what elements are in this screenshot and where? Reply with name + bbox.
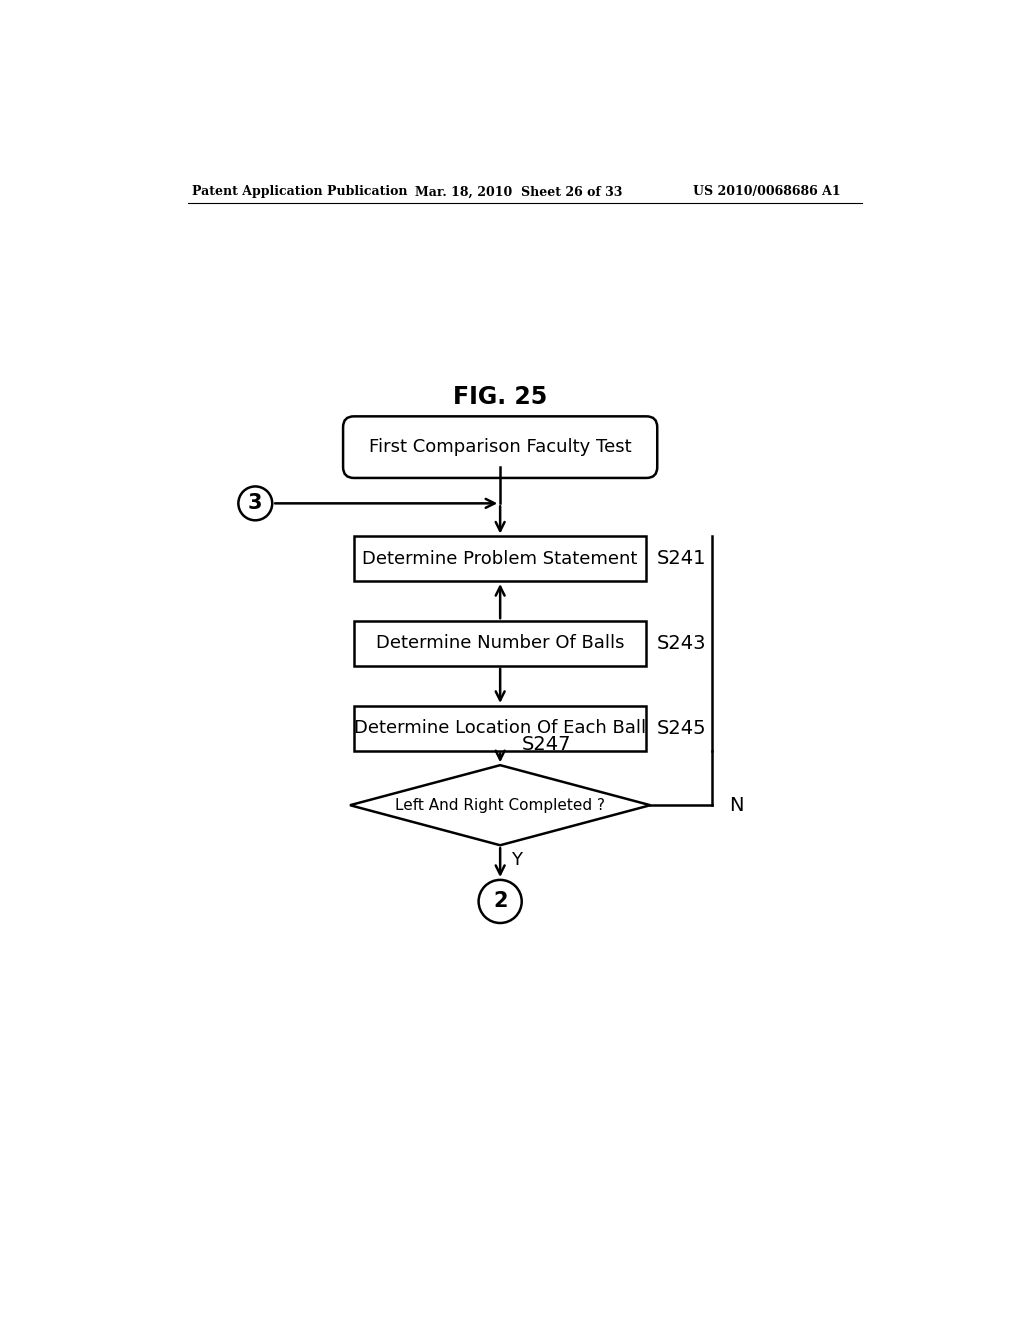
Text: Patent Application Publication: Patent Application Publication xyxy=(193,185,408,198)
FancyBboxPatch shape xyxy=(354,536,646,581)
Text: Left And Right Completed ?: Left And Right Completed ? xyxy=(395,797,605,813)
Text: US 2010/0068686 A1: US 2010/0068686 A1 xyxy=(692,185,841,198)
Text: Determine Location Of Each Ball: Determine Location Of Each Ball xyxy=(354,719,646,737)
Text: 3: 3 xyxy=(248,494,262,513)
FancyBboxPatch shape xyxy=(354,706,646,751)
Text: N: N xyxy=(729,796,743,814)
Text: S243: S243 xyxy=(657,634,707,653)
Text: S241: S241 xyxy=(657,549,707,569)
Text: Y: Y xyxy=(511,851,522,870)
FancyBboxPatch shape xyxy=(354,622,646,665)
FancyBboxPatch shape xyxy=(343,416,657,478)
Text: FIG. 25: FIG. 25 xyxy=(453,385,547,409)
Text: 2: 2 xyxy=(493,891,508,911)
Text: S245: S245 xyxy=(657,718,707,738)
Text: Determine Number Of Balls: Determine Number Of Balls xyxy=(376,635,625,652)
Text: S247: S247 xyxy=(521,735,571,755)
Text: First Comparison Faculty Test: First Comparison Faculty Test xyxy=(369,438,632,457)
Text: Determine Problem Statement: Determine Problem Statement xyxy=(362,550,638,568)
Text: Mar. 18, 2010  Sheet 26 of 33: Mar. 18, 2010 Sheet 26 of 33 xyxy=(416,185,623,198)
